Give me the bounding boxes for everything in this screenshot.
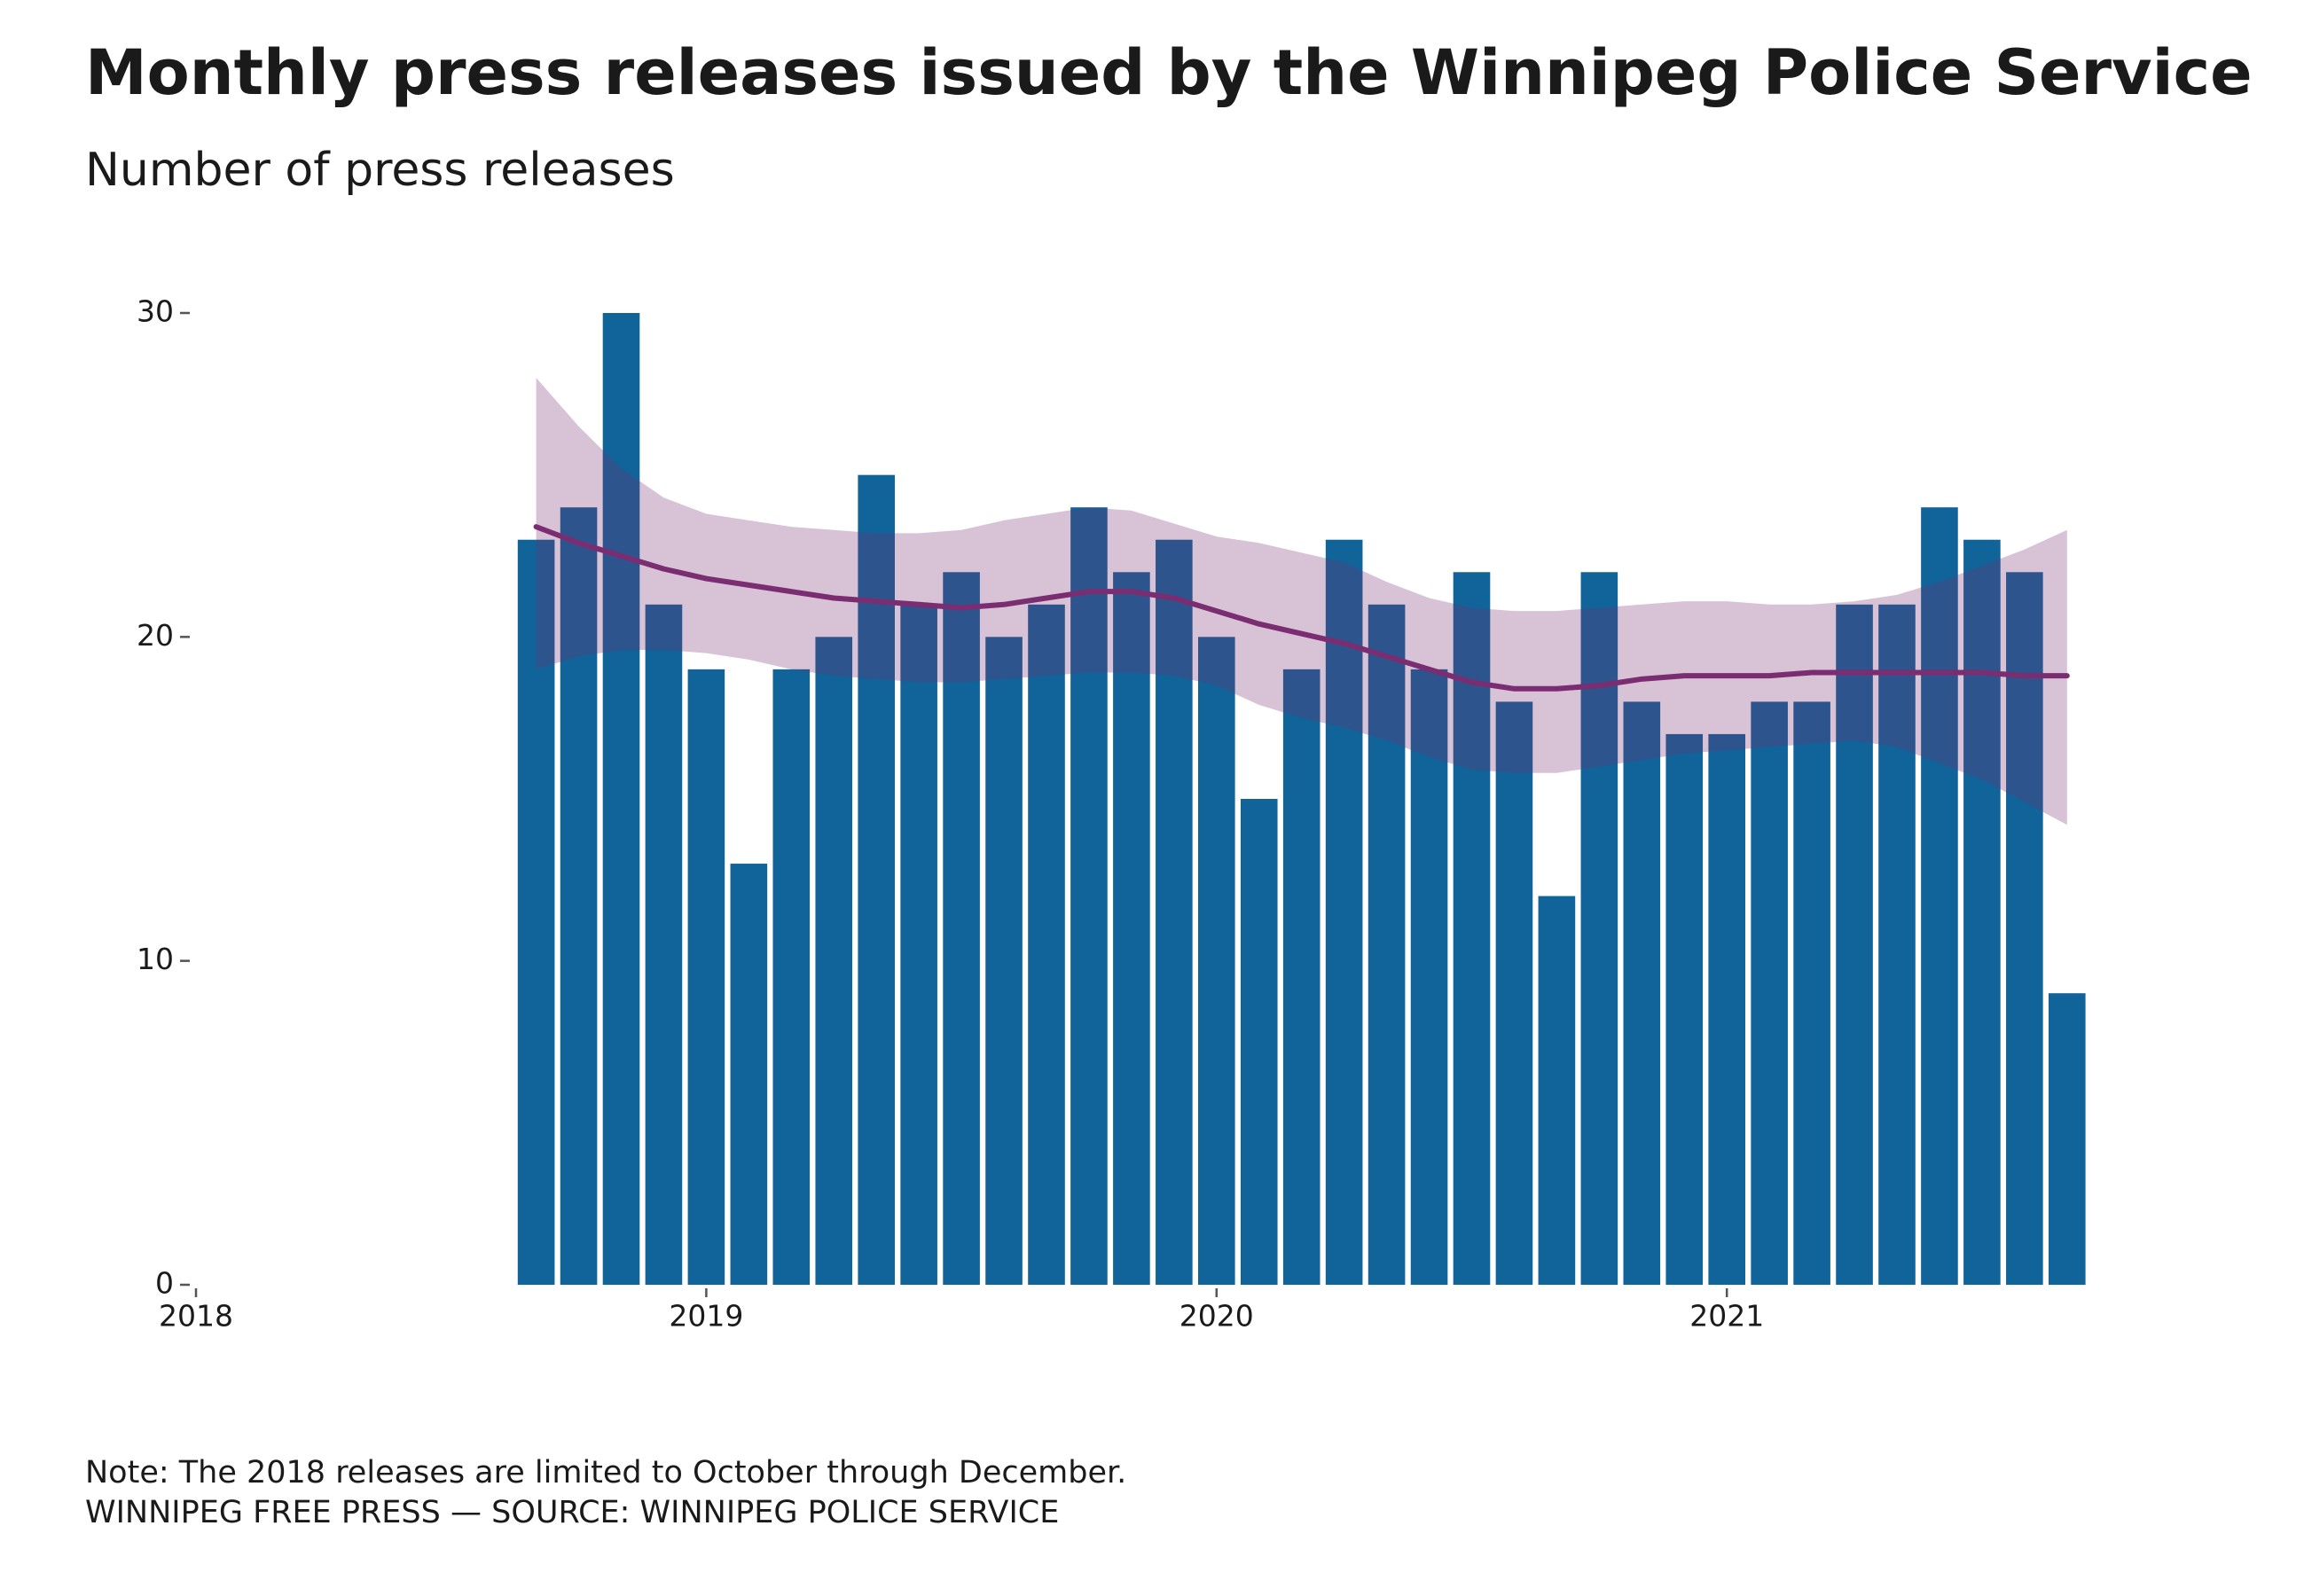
x-tick-label: 2021: [1689, 1299, 1764, 1334]
bar: [1751, 701, 1788, 1285]
trend-line: [533, 524, 2070, 692]
credit: WINNIPEG FREE PRESS — SOURCE: WINNIPEG P…: [85, 1495, 1059, 1530]
bar: [858, 474, 895, 1285]
bar: [602, 313, 640, 1285]
bar: [1410, 669, 1448, 1285]
bar: [1665, 733, 1704, 1285]
x-tick-label: 2019: [669, 1299, 743, 1334]
bar: [1708, 733, 1745, 1285]
note: Note: The 2018 releases are limited to O…: [85, 1455, 1126, 1490]
confidence-band: [536, 378, 2067, 825]
bar: [1538, 896, 1576, 1285]
bar: [2006, 572, 2043, 1285]
bar: [1580, 572, 1618, 1285]
y-tick-label: 0: [155, 1266, 174, 1301]
bar: [815, 637, 853, 1285]
bar: [1198, 637, 1235, 1285]
bar: [1793, 701, 1830, 1285]
bar: [900, 604, 937, 1285]
bar: [560, 507, 598, 1285]
bar: [1963, 539, 2001, 1285]
x-tick-label: 2020: [1179, 1299, 1254, 1334]
bar: [1623, 701, 1661, 1285]
bar: [645, 604, 683, 1285]
x-tick-label: 2018: [159, 1299, 233, 1334]
bar: [1368, 604, 1406, 1285]
bar: [1282, 669, 1320, 1285]
y-tick-label: 30: [137, 294, 174, 329]
bar: [1921, 507, 1958, 1285]
bar: [985, 637, 1023, 1285]
bar: [1325, 539, 1363, 1285]
bar: [687, 669, 725, 1285]
bar: [2049, 993, 2086, 1285]
bar: [943, 572, 980, 1285]
chart-title: Monthly press releases issued by the Win…: [85, 36, 2253, 109]
bar: [517, 539, 555, 1285]
chart-subtitle: Number of press releases: [85, 144, 675, 197]
bar: [1836, 604, 1873, 1285]
bar: [1453, 572, 1491, 1285]
bar: [1113, 572, 1150, 1285]
y-tick-label: 10: [137, 942, 174, 976]
bar: [1070, 507, 1108, 1285]
bar: [1028, 604, 1065, 1285]
bar: [1878, 604, 1916, 1285]
bar: [1495, 701, 1533, 1285]
bar: [772, 669, 811, 1285]
bar: [1240, 799, 1278, 1285]
bar: [1156, 539, 1193, 1285]
bar: [730, 864, 768, 1285]
y-tick-label: 20: [137, 618, 174, 653]
